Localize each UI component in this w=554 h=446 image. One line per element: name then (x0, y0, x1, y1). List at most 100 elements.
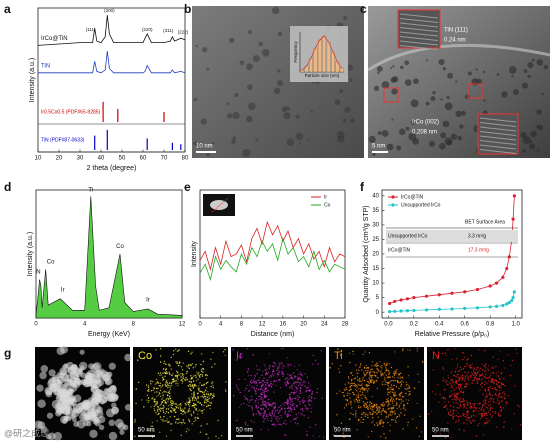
map-dot (486, 395, 488, 397)
map-dot (179, 407, 182, 409)
map-dot (388, 370, 390, 372)
map-dot (149, 429, 152, 432)
map-dot (252, 385, 254, 388)
map-dot (479, 389, 481, 391)
map-dot (184, 402, 186, 405)
particle (310, 110, 313, 113)
map-dot (266, 395, 268, 397)
map-dot (178, 364, 180, 367)
map-dot (168, 390, 170, 392)
map-dot (183, 374, 185, 376)
map-dot (179, 409, 182, 411)
map-dot (496, 375, 498, 377)
map-dot (162, 394, 164, 396)
map-dot (193, 394, 195, 397)
map-dot (253, 378, 256, 380)
particle (527, 61, 534, 69)
map-dot (376, 365, 379, 367)
map-dot (201, 374, 203, 376)
map-dot (260, 393, 263, 396)
map-dot (363, 366, 366, 369)
map-dot (171, 378, 174, 381)
map-dot (280, 414, 282, 417)
map-dot (356, 387, 358, 389)
particle (234, 93, 239, 98)
map-dot (386, 377, 388, 379)
bar (300, 69, 305, 73)
map-dot (485, 382, 488, 384)
map-dot (513, 412, 515, 415)
map-dot (167, 404, 169, 407)
map-dot (487, 377, 489, 379)
map-dot (207, 381, 209, 383)
map-dot (488, 390, 490, 393)
particle (195, 44, 198, 48)
haadf-blob (82, 413, 91, 422)
map-dot (249, 384, 251, 386)
map-dot (293, 389, 296, 391)
map-dot (498, 401, 500, 403)
map-dot (151, 421, 154, 424)
data-point (512, 194, 516, 198)
map-dot (337, 348, 339, 350)
map-dot (395, 402, 398, 404)
lattice-fringe (399, 22, 439, 28)
map-dot (176, 361, 178, 363)
map-dot (439, 393, 441, 396)
map-dot (200, 410, 202, 412)
map-dot (495, 390, 498, 392)
map-dot (260, 428, 262, 431)
map-dot (400, 383, 403, 385)
map-dot (155, 382, 157, 385)
peak-label: (222) (178, 30, 189, 35)
map-dot (165, 411, 168, 413)
map-dot (179, 403, 182, 405)
map-dot (428, 348, 430, 350)
map-dot (162, 418, 164, 421)
map-dot (274, 406, 277, 408)
map-dot (458, 370, 461, 372)
map-dot (293, 406, 295, 408)
map-dot (175, 403, 177, 405)
map-dot (469, 376, 472, 378)
map-dot (268, 384, 271, 386)
map-dot (402, 381, 404, 383)
lattice-fringe (399, 45, 439, 50)
map-dot (284, 420, 286, 422)
map-dot (147, 397, 150, 399)
map-dot (255, 382, 258, 384)
map-dot (162, 379, 164, 381)
map-dot (200, 363, 202, 366)
map-dot (395, 373, 397, 375)
map-dot (262, 417, 264, 419)
map-dot (475, 409, 477, 411)
map-dot (360, 380, 362, 382)
particle (389, 67, 392, 70)
particle (537, 124, 544, 131)
map-dot (175, 421, 177, 423)
map-dot (262, 408, 264, 410)
x-tick-label: 30 (77, 156, 84, 162)
map-dot (470, 405, 472, 407)
map-dot (271, 410, 273, 413)
map-dot (362, 412, 365, 414)
map-dot (192, 412, 195, 414)
map-dot (281, 407, 283, 409)
map-dot (362, 377, 364, 379)
reference-label: TiN (PDF#87-0633) (41, 137, 85, 143)
map-dot (381, 419, 383, 421)
map-dot (204, 374, 207, 376)
map-dot (289, 414, 291, 417)
map-dot (487, 368, 489, 371)
series-line (199, 220, 346, 271)
map-dot (407, 366, 409, 368)
map-dot (364, 351, 366, 353)
map-dot (381, 372, 384, 375)
map-dot (415, 427, 418, 429)
map-dot (173, 378, 175, 380)
map-dot (259, 414, 261, 416)
particle (447, 72, 454, 79)
map-dot (475, 435, 478, 437)
map-dot (264, 369, 267, 371)
map-dot (460, 368, 463, 371)
